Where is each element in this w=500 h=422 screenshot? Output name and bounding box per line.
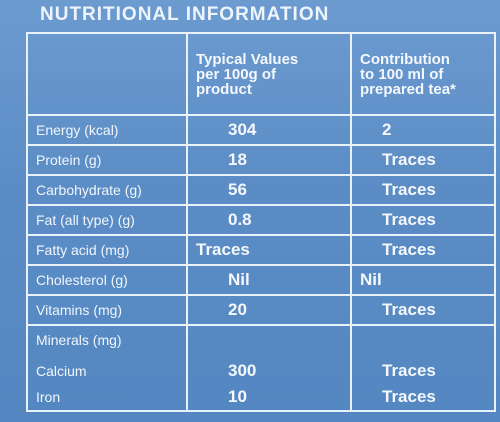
nutrient-name: Fat (all type) (g) — [26, 204, 188, 236]
per-100g-value: 18 — [186, 144, 352, 176]
per-tea-value: Traces — [350, 144, 496, 176]
per-tea-value: Traces — [350, 174, 496, 206]
per-100g-value: 0.8 — [186, 204, 352, 236]
mineral-per-tea-value: Traces — [382, 387, 436, 406]
nutrient-name: Protein (g) — [26, 144, 188, 176]
per-tea-value: Traces — [350, 294, 496, 326]
mineral-per-100g-value: 300 — [228, 361, 257, 380]
minerals-per-tea-cell: Traces Traces — [350, 324, 496, 412]
header-typical-values: Typical Values per 100g of product — [186, 32, 352, 116]
mineral-per-100g-value: 10 — [228, 387, 247, 406]
table-row: Fat (all type) (g) 0.8 Traces — [26, 204, 496, 236]
per-100g-value: 56 — [186, 174, 352, 206]
table-row: Energy (kcal) 304 2 — [26, 114, 496, 146]
table-row: Carbohydrate (g) 56 Traces — [26, 174, 496, 206]
header-typical-line3: product — [196, 80, 252, 98]
nutrient-name: Vitamins (mg) — [26, 294, 188, 326]
per-tea-value: Traces — [350, 204, 496, 236]
nutrient-name: Cholesterol (g) — [26, 264, 188, 296]
mineral-name: Calcium — [36, 363, 87, 379]
header-contribution-line2: to 100 ml of — [360, 65, 444, 83]
header-blank-cell — [26, 32, 188, 116]
table-row: Fatty acid (mg) Traces Traces — [26, 234, 496, 266]
header-contribution: Contribution to 100 ml of prepared tea* — [350, 32, 496, 116]
mineral-per-tea-value: Traces — [382, 361, 436, 380]
per-100g-value: 20 — [186, 294, 352, 326]
nutrition-title: NUTRITIONAL INFORMATION — [40, 4, 330, 25]
minerals-name-cell: Minerals (mg) Calcium Iron — [26, 324, 188, 412]
per-tea-value: 2 — [350, 114, 496, 146]
per-tea-value: Nil — [350, 264, 496, 296]
header-row: Typical Values per 100g of product Contr… — [26, 32, 496, 116]
minerals-row: Minerals (mg) Calcium Iron 300 10 Traces… — [26, 324, 496, 412]
header-typical-line2: per 100g of — [196, 65, 277, 83]
per-100g-value: 304 — [186, 114, 352, 146]
table-row: Cholesterol (g) Nil Nil — [26, 264, 496, 296]
header-typical-line1: Typical Values — [196, 50, 299, 68]
nutrient-name: Fatty acid (mg) — [26, 234, 188, 266]
header-contribution-line3: prepared tea* — [360, 80, 456, 98]
table-row: Protein (g) 18 Traces — [26, 144, 496, 176]
nutrient-name: Energy (kcal) — [26, 114, 188, 146]
mineral-name: Iron — [36, 389, 61, 405]
header-contribution-line1: Contribution — [360, 50, 450, 68]
per-100g-value: Nil — [186, 264, 352, 296]
nutrition-table: Typical Values per 100g of product Contr… — [26, 32, 496, 412]
minerals-per-100g-cell: 300 10 — [186, 324, 352, 412]
nutrient-name: Carbohydrate (g) — [26, 174, 188, 206]
per-100g-value: Traces — [186, 234, 352, 266]
minerals-label: Minerals (mg) — [36, 332, 122, 348]
table-row: Vitamins (mg) 20 Traces — [26, 294, 496, 326]
per-tea-value: Traces — [350, 234, 496, 266]
